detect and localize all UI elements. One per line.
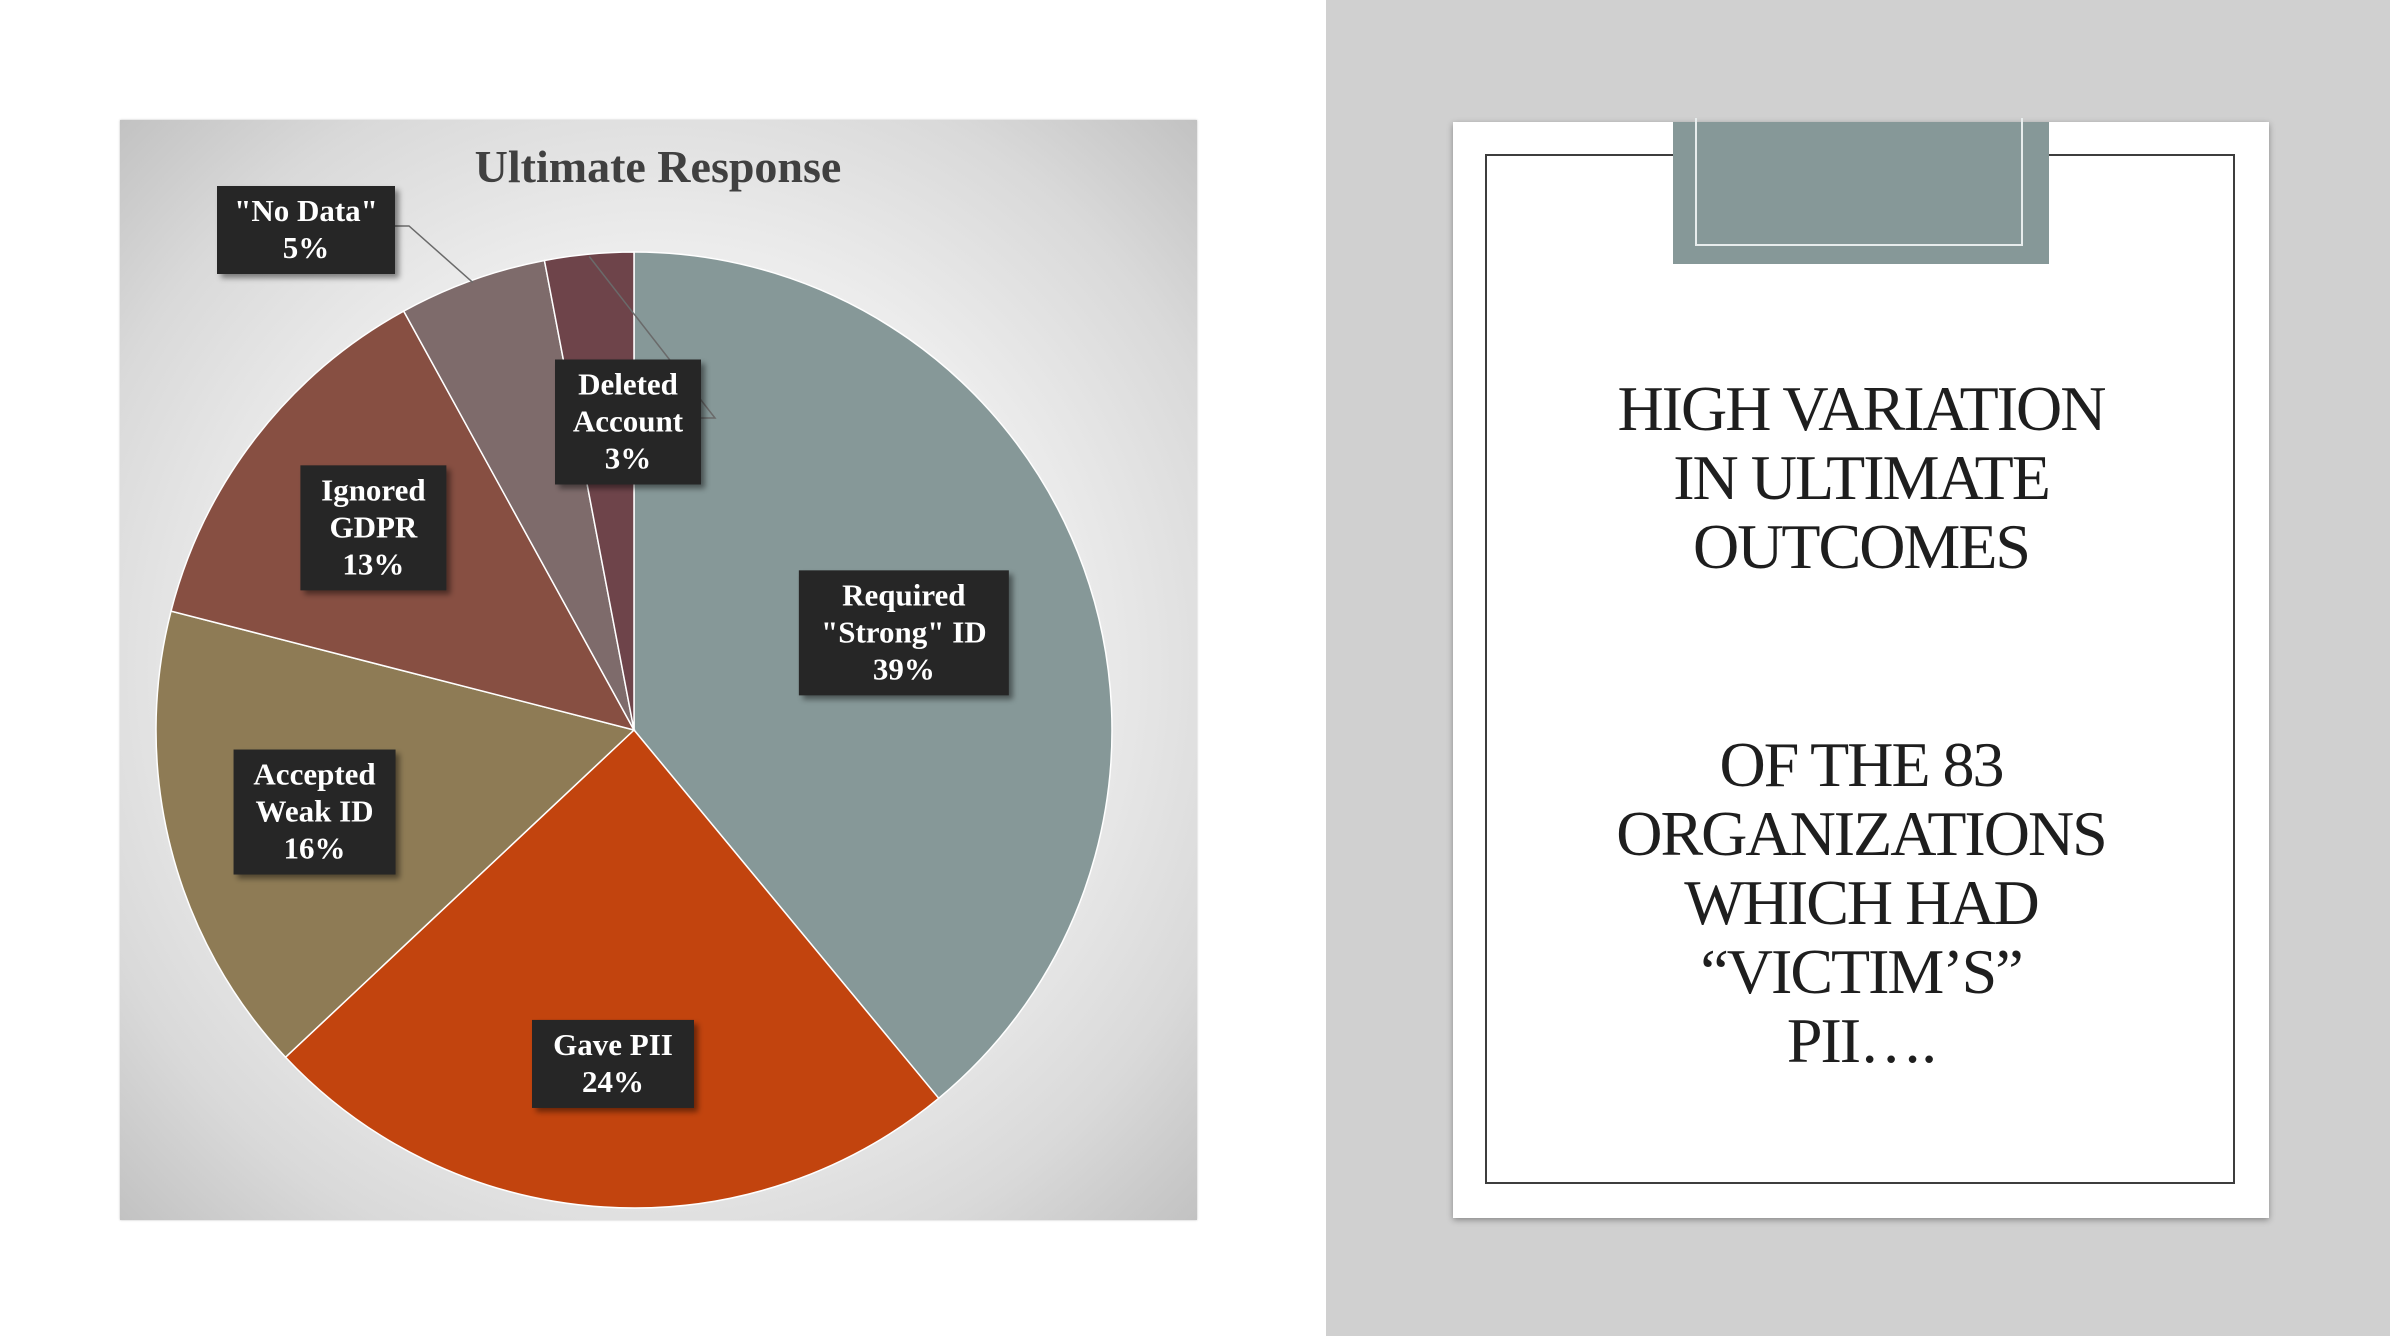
- leader-line: [395, 225, 474, 284]
- data-label-text: Account: [573, 404, 684, 439]
- data-label-text: Gave PII: [553, 1027, 673, 1062]
- pie-slice: [402, 259, 635, 731]
- card-subheading-line: “victim’s”: [1700, 936, 2023, 1007]
- data-label-text: Required: [842, 577, 965, 612]
- data-label-percent: 3%: [605, 441, 652, 476]
- data-label-text: Deleted: [578, 367, 678, 402]
- data-label: "No Data"5%: [217, 186, 395, 274]
- data-label-box: [555, 359, 701, 485]
- data-label-box: [531, 1019, 694, 1108]
- card-heading-line: in ultimate: [1673, 442, 2051, 513]
- card-subheading: Of the 83 organizations which had “victi…: [1493, 730, 2229, 1075]
- card-clip-tab: [1673, 118, 2049, 264]
- data-label-text: GDPR: [329, 509, 417, 544]
- data-label-percent: 39%: [873, 651, 935, 686]
- data-label-box: [798, 570, 1009, 696]
- card-heading: High variation in ultimate outcomes: [1493, 374, 2229, 581]
- data-label-percent: 24%: [582, 1064, 644, 1099]
- pie-chart: Ultimate Response Required"Strong" ID39%…: [155, 141, 1113, 1209]
- data-label-box: [233, 749, 396, 875]
- leader-line: [588, 256, 717, 419]
- data-label-percent: 5%: [283, 230, 330, 265]
- data-label-box: [217, 186, 395, 274]
- chart-title: Ultimate Response: [475, 141, 842, 192]
- data-label-box: [300, 465, 447, 591]
- data-label-text: "Strong" ID: [821, 614, 987, 649]
- data-label-text: "No Data": [234, 193, 378, 228]
- pie-slice: [284, 728, 940, 1209]
- card-subheading-line: PII….: [1786, 1005, 1937, 1076]
- card-clip-inner-border: [1695, 118, 2023, 246]
- card-subheading-line: which had: [1684, 867, 2040, 938]
- card-subheading-line: organizations: [1616, 798, 2108, 869]
- data-label-percent: 13%: [342, 546, 404, 581]
- data-label-text: Ignored: [321, 472, 426, 507]
- card-subheading-line: Of the 83: [1719, 729, 2004, 800]
- data-label-text: Accepted: [253, 757, 375, 792]
- data-label-percent: 16%: [284, 831, 346, 866]
- card-heading-line: outcomes: [1692, 511, 2031, 582]
- data-label-text: Weak ID: [256, 794, 374, 829]
- card-heading-line: High variation: [1617, 373, 2107, 444]
- pie-chart-frame: Ultimate Response Required "Strong" ID 39%…: [120, 120, 1197, 1220]
- text-card: High variation in ultimate outcomes Of t…: [1453, 118, 2269, 1218]
